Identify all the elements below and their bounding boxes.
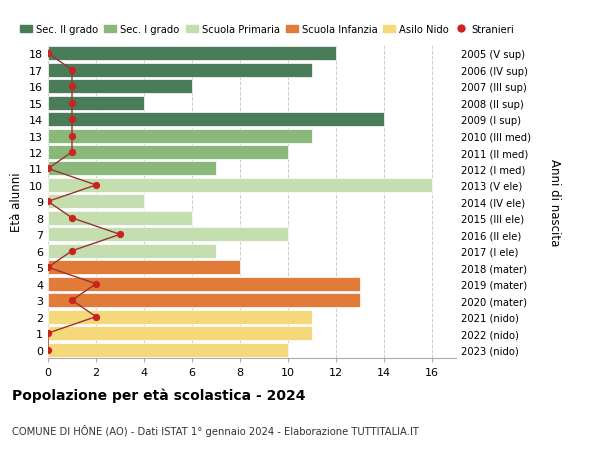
Bar: [48, 146, 288, 160]
Bar: [48, 343, 288, 357]
Point: [67, 100, 77, 107]
Point: [67, 133, 77, 140]
Point: [67, 83, 77, 90]
Bar: [48, 162, 216, 176]
Bar: [48, 326, 312, 341]
Point: [91, 313, 101, 321]
Bar: [48, 179, 432, 192]
Bar: [48, 195, 144, 209]
Y-axis label: Anni di nascita: Anni di nascita: [548, 158, 560, 246]
Point: [115, 231, 125, 239]
Bar: [48, 129, 312, 143]
Bar: [48, 294, 360, 308]
Bar: [48, 113, 384, 127]
Y-axis label: Età alunni: Età alunni: [10, 172, 23, 232]
Point: [43, 264, 53, 271]
Point: [91, 182, 101, 189]
Bar: [48, 244, 216, 258]
Bar: [48, 80, 192, 94]
Point: [67, 247, 77, 255]
Point: [67, 67, 77, 74]
Bar: [48, 310, 312, 324]
Bar: [48, 277, 360, 291]
Legend: Sec. II grado, Sec. I grado, Scuola Primaria, Scuola Infanzia, Asilo Nido, Stran: Sec. II grado, Sec. I grado, Scuola Prim…: [20, 25, 514, 35]
Point: [67, 297, 77, 304]
Text: Popolazione per età scolastica - 2024: Popolazione per età scolastica - 2024: [12, 388, 305, 403]
Bar: [48, 261, 240, 274]
Point: [43, 198, 53, 206]
Point: [67, 215, 77, 222]
Bar: [48, 96, 144, 110]
Bar: [48, 47, 336, 61]
Bar: [48, 63, 312, 78]
Point: [43, 50, 53, 58]
Point: [67, 116, 77, 123]
Bar: [48, 228, 288, 242]
Point: [43, 330, 53, 337]
Point: [43, 165, 53, 173]
Point: [91, 280, 101, 288]
Bar: [48, 212, 192, 225]
Text: COMUNE DI HÔNE (AO) - Dati ISTAT 1° gennaio 2024 - Elaborazione TUTTITALIA.IT: COMUNE DI HÔNE (AO) - Dati ISTAT 1° genn…: [12, 425, 419, 437]
Point: [67, 149, 77, 157]
Point: [43, 346, 53, 353]
